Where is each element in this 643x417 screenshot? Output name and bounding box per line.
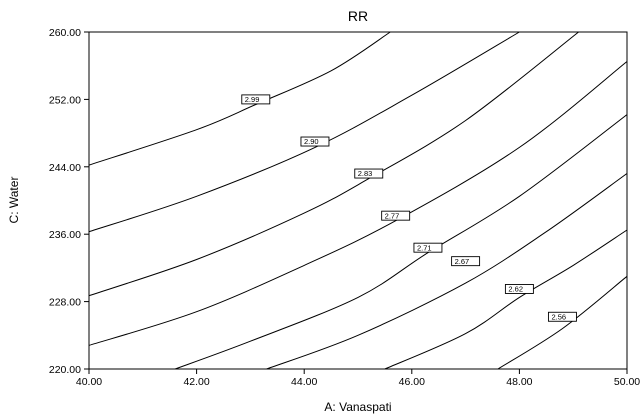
- y-axis-label: C: Water: [7, 177, 21, 224]
- y-tick-label: 220.00: [49, 364, 81, 376]
- contour-level-label: 2.56: [551, 312, 566, 321]
- contour-line-2.77: [88, 61, 628, 346]
- contour-level-label: 2.67: [455, 257, 470, 266]
- contour-line-2.83: [88, 31, 579, 297]
- contour-label-box: [547, 311, 577, 322]
- chart-title: RR: [348, 8, 368, 24]
- contour-level-label: 2.99: [245, 95, 260, 104]
- y-tick-label: 260.00: [49, 27, 81, 39]
- x-tick-label: 44.00: [291, 376, 317, 388]
- y-tick-label: 228.00: [49, 297, 81, 309]
- y-tick-label: 244.00: [49, 162, 81, 174]
- contour-label-box: [413, 242, 443, 253]
- y-axis: 220.00 228.00 236.00 244.00 252.00 260.00: [49, 27, 89, 376]
- y-tick-label: 236.00: [49, 229, 81, 241]
- contour-lines: [88, 31, 628, 370]
- x-tick-label: 46.00: [399, 376, 425, 388]
- y-tick-label: 252.00: [49, 94, 81, 106]
- contour-line-2.90: [88, 31, 520, 233]
- contour-line-2.62: [384, 229, 628, 370]
- x-tick-label: 40.00: [76, 376, 102, 388]
- contour-label-box: [451, 256, 481, 267]
- x-tick-label: 42.00: [183, 376, 209, 388]
- contour-line-2.71: [174, 114, 628, 370]
- contour-line-2.56: [497, 275, 628, 370]
- plot-frame: [88, 31, 628, 370]
- x-tick-label: 48.00: [506, 376, 532, 388]
- contour-level-label: 2.77: [385, 211, 400, 220]
- contour-level-label: 2.90: [304, 137, 319, 146]
- contour-level-labels: 2.99 2.90 2.83 2.77 2.71 2.67 2.62 2.56: [241, 94, 577, 322]
- contour-label-box: [381, 210, 411, 221]
- contour-line-2.67: [266, 173, 628, 370]
- x-axis-label: A: Vanaspati: [324, 400, 391, 414]
- contour-label-box: [504, 284, 534, 294]
- contour-label-box: [241, 94, 271, 105]
- contour-level-label: 2.83: [358, 169, 373, 178]
- contour-level-label: 2.71: [417, 243, 432, 252]
- contour-line-2.99: [88, 31, 391, 166]
- x-tick-label: 50.00: [614, 376, 640, 388]
- contour-label-box: [300, 136, 330, 147]
- contour-label-box: [354, 168, 384, 179]
- x-axis: 40.00 42.00 44.00 46.00 48.00 50.00: [76, 369, 640, 388]
- contour-level-label: 2.62: [508, 285, 523, 294]
